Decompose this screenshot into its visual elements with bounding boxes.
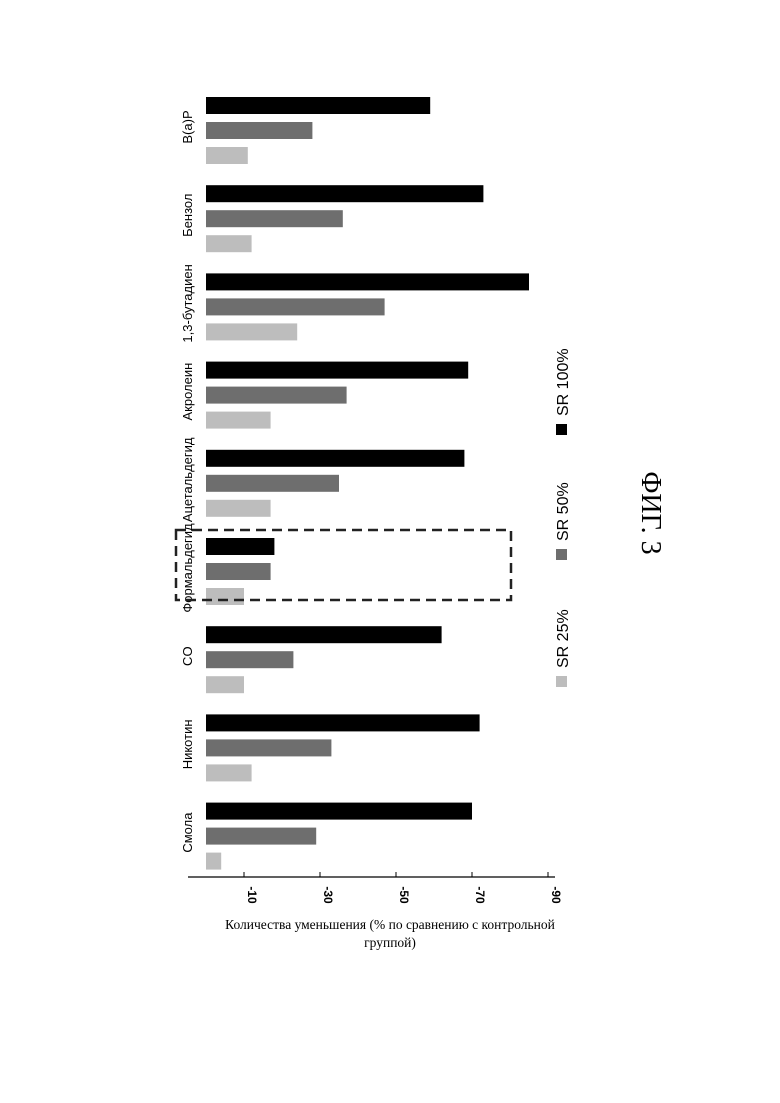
bar <box>206 210 343 227</box>
legend-label: SR 50% <box>555 482 572 541</box>
figure-label: ФИГ. 3 <box>635 471 666 554</box>
x-tick-label: -70 <box>473 886 487 904</box>
bar <box>206 538 274 555</box>
category-label: Ацетальдегид <box>180 437 195 522</box>
bar <box>206 97 430 114</box>
x-tick-label: -30 <box>321 886 335 904</box>
bar <box>206 450 464 467</box>
category-label: Смола <box>180 812 195 853</box>
bar <box>206 185 483 202</box>
bar <box>206 500 271 517</box>
bar <box>206 828 316 845</box>
bar <box>206 387 347 404</box>
bar <box>206 235 252 252</box>
category-label: Бензол <box>180 194 195 237</box>
legend-swatch <box>556 549 567 560</box>
x-tick-label: -90 <box>549 886 563 904</box>
bar <box>206 764 252 781</box>
x-tick-label: -50 <box>397 886 411 904</box>
category-label: Акролеин <box>180 363 195 421</box>
bar <box>206 412 271 429</box>
legend-label: SR 25% <box>555 609 572 668</box>
category-label: 1,3-бутадиен <box>180 264 195 342</box>
legend-swatch <box>556 676 567 687</box>
bar <box>206 362 468 379</box>
bar <box>206 626 442 643</box>
x-axis-title-line-2: группой) <box>364 935 416 950</box>
bar <box>206 803 472 820</box>
bar <box>206 323 297 340</box>
bar <box>206 739 331 756</box>
x-tick-label: -10 <box>245 886 259 904</box>
bar <box>206 853 221 870</box>
bar <box>206 563 271 580</box>
category-label: B(a)P <box>180 110 195 143</box>
bar <box>206 588 244 605</box>
legend-swatch <box>556 424 567 435</box>
bar <box>206 676 244 693</box>
bar <box>206 475 339 492</box>
bar <box>206 147 248 164</box>
bar <box>206 714 480 731</box>
bar <box>206 651 293 668</box>
bar <box>206 122 312 139</box>
x-axis-title-line-1: Количества уменьшения (% по сравнению с … <box>225 917 555 932</box>
bar <box>206 298 385 315</box>
legend-label: SR 100% <box>555 348 572 416</box>
category-label: Никотин <box>180 719 195 769</box>
bar <box>206 273 529 290</box>
category-label: CO <box>180 646 195 666</box>
